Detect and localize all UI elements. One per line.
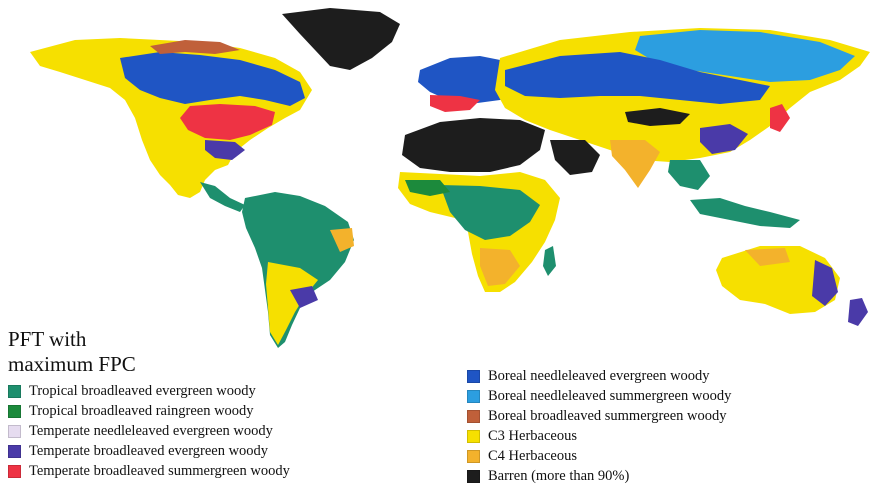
west-africa-raingreen xyxy=(405,180,450,196)
legend-item: Tropical broadleaved evergreen woody xyxy=(8,381,290,401)
legend-title: PFT with maximum FPC xyxy=(8,327,248,377)
legend-swatch xyxy=(467,389,480,403)
legend-item: Temperate broadleaved summergreen woody xyxy=(8,461,290,481)
legend-item: C3 Herbaceous xyxy=(467,426,731,446)
legend-swatch xyxy=(467,429,480,443)
legend-item: Boreal broadleaved summergreen woody xyxy=(467,406,731,426)
legend-item: Boreal needleleaved evergreen woody xyxy=(467,366,731,386)
australia-landmass xyxy=(716,246,840,314)
legend-swatch xyxy=(8,424,21,438)
japan xyxy=(770,104,790,132)
legend-swatch xyxy=(8,464,21,478)
legend-item: Temperate broadleaved evergreen woody xyxy=(8,441,290,461)
arctic-archipelago xyxy=(150,40,240,54)
legend-left-column: Tropical broadleaved evergreen woody Tro… xyxy=(8,381,290,481)
asia-boreal-forest xyxy=(505,52,770,104)
southeast-asia-forest xyxy=(668,160,710,190)
arabia-barren xyxy=(550,140,600,175)
legend-label: Temperate needleleaved evergreen woody xyxy=(29,422,273,439)
legend-title-line-1: PFT with xyxy=(8,327,87,351)
indonesia-islands xyxy=(690,198,800,228)
legend-label: Barren (more than 90%) xyxy=(488,467,630,484)
southeast-us-forest xyxy=(205,140,245,160)
legend-swatch xyxy=(467,369,480,383)
legend-swatch xyxy=(467,469,480,483)
legend-label: Boreal broadleaved summergreen woody xyxy=(488,407,727,424)
sahara-barren xyxy=(402,118,545,172)
legend-label: Temperate broadleaved evergreen woody xyxy=(29,442,269,459)
legend-swatch xyxy=(8,404,21,418)
southern-africa-grassland xyxy=(480,248,520,286)
central-africa-forest xyxy=(440,185,540,240)
legend-label: Tropical broadleaved raingreen woody xyxy=(29,402,254,419)
legend-item: C4 Herbaceous xyxy=(467,446,731,466)
legend-label: C3 Herbaceous xyxy=(488,427,577,444)
tibet-barren xyxy=(625,108,690,126)
europe-temperate xyxy=(430,95,480,112)
legend-swatch xyxy=(467,409,480,423)
northeast-brazil-c4 xyxy=(330,228,354,252)
greenland xyxy=(282,8,400,70)
legend-item: Boreal needleleaved summergreen woody xyxy=(467,386,731,406)
india-c4 xyxy=(610,140,660,188)
legend-swatch xyxy=(8,444,21,458)
legend-label: Boreal needleleaved evergreen woody xyxy=(488,367,710,384)
legend-title-line-2: maximum FPC xyxy=(8,352,136,376)
legend-label: Temperate broadleaved summergreen woody xyxy=(29,462,290,479)
legend-label: C4 Herbaceous xyxy=(488,447,577,464)
north-america-boreal-forest xyxy=(120,52,305,106)
legend-item: Temperate needleleaved evergreen woody xyxy=(8,421,290,441)
legend-label: Boreal needleleaved summergreen woody xyxy=(488,387,732,404)
east-asia-forest xyxy=(700,124,748,154)
australia-east-forest xyxy=(812,260,838,306)
legend-item: Barren (more than 90%) xyxy=(467,466,731,486)
madagascar xyxy=(543,246,556,276)
legend-swatch xyxy=(8,384,21,398)
new-zealand xyxy=(848,298,868,326)
north-america-temperate-forest xyxy=(180,104,275,140)
legend-right-column: Boreal needleleaved evergreen woody Bore… xyxy=(467,366,731,486)
legend-swatch xyxy=(467,449,480,463)
legend-item: Tropical broadleaved raingreen woody xyxy=(8,401,290,421)
central-america xyxy=(200,182,245,212)
australia-north-c4 xyxy=(745,248,790,266)
south-america-south-grassland xyxy=(266,262,318,345)
legend-label: Tropical broadleaved evergreen woody xyxy=(29,382,256,399)
patagonia-forest xyxy=(290,286,318,308)
